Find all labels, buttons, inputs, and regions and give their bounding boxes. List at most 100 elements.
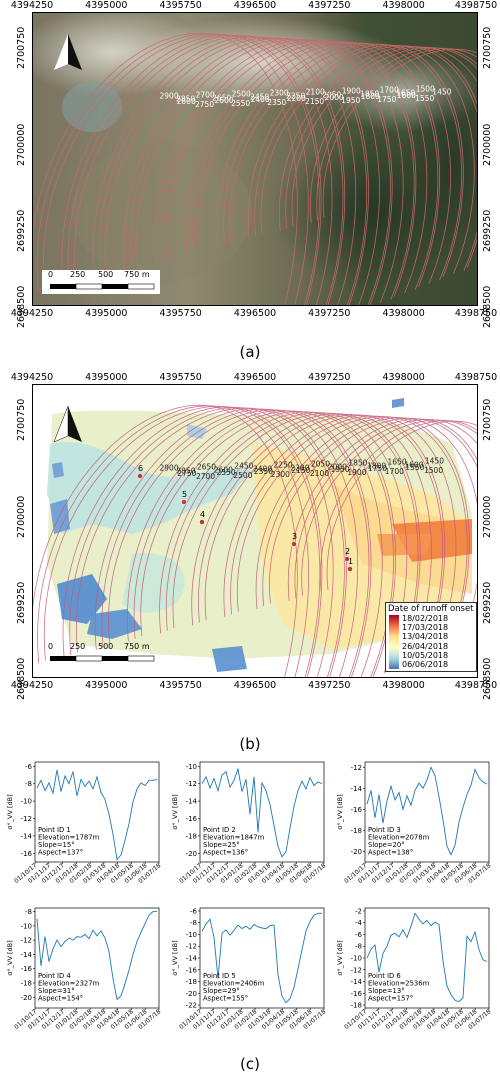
contour-label: 1900 <box>347 468 366 477</box>
legend-entry: 26/04/2018 <box>402 641 449 651</box>
x-tick-label: 4394250 <box>10 308 54 319</box>
y-tick-label: -16 <box>21 850 33 858</box>
contour-label: 2000 <box>325 93 344 102</box>
backscatter-chart: -6 -8 -10 -12 -14 -16 σ°_VV [dB] 01/10/17 01/11/… <box>5 756 165 896</box>
contour-line <box>172 412 419 671</box>
scalebar-label: 500 <box>98 270 114 279</box>
contour-line <box>278 46 478 268</box>
legend-entry: 17/03/2018 <box>402 623 449 633</box>
annotation-text: Slope=29° <box>203 987 240 995</box>
contour-line <box>192 41 428 294</box>
contour-label: 2650 <box>197 463 216 472</box>
contour-line <box>61 34 322 306</box>
y-tick-label: 2700000 <box>16 123 27 167</box>
y-tick-label: 2698500 <box>16 285 27 328</box>
contour-label: 1800 <box>367 461 386 470</box>
annotation-text: Elevation=2327m <box>38 980 100 988</box>
x-tick-label: 4397250 <box>308 0 351 11</box>
contour-line <box>98 36 357 306</box>
plot-frame <box>199 761 325 863</box>
contour-line <box>32 404 298 678</box>
y-tick-label: -16 <box>186 815 198 823</box>
backscatter-chart: -6 -8 -10 -12 -14 -16 -18 -20 -22 σ°_VV [dB] 01/10… <box>170 902 330 1042</box>
y-tick-label: 2700750 <box>482 398 493 442</box>
x-tick-label: 4398000 <box>382 308 425 319</box>
y-tick-label: -20 <box>21 994 32 1002</box>
contour-label: 2850 <box>176 466 195 475</box>
contour-label: 1450 <box>432 88 451 97</box>
annotation-text: Elevation=2078m <box>368 834 430 842</box>
y-tick-label: 2699250 <box>482 581 493 624</box>
contour-label: 1800 <box>361 92 380 101</box>
legend-entry: 18/02/2018 <box>402 614 449 623</box>
sample-point-label: 2 <box>345 547 350 556</box>
y-tick-label: -20 <box>186 850 197 858</box>
annotation-text: Elevation=2406m <box>203 980 265 988</box>
north-arrow <box>54 34 82 70</box>
caption-a: (a) <box>239 343 261 361</box>
backscatter-chart: -2 -4 -6 -8 -10 -12 -14 -16 -18 σ°_VV [dB] 01/10/1… <box>335 902 495 1042</box>
x-tick-label: 4395750 <box>159 372 202 383</box>
contour-label: 2000 <box>328 462 347 471</box>
y-tick-label: -10 <box>186 931 197 939</box>
y-tick-label: -14 <box>186 955 198 963</box>
x-tick-label: 4394250 <box>10 680 54 691</box>
contour-label: 2750 <box>195 100 214 109</box>
scalebar-label: 500 <box>98 642 114 651</box>
y-tick-label: -16 <box>186 966 198 974</box>
series-line <box>36 911 157 1001</box>
contour-line <box>294 419 478 599</box>
contour-label: 2450 <box>234 462 253 471</box>
contour-line <box>32 32 298 306</box>
contour-label: 1450 <box>425 457 444 466</box>
annotation-text: Slope=25° <box>203 841 240 849</box>
contour-label: 2100 <box>310 469 329 478</box>
x-tick-label: 4395000 <box>85 0 128 11</box>
series-line <box>366 912 488 1002</box>
series-line <box>201 912 322 1004</box>
contour-line <box>216 42 440 287</box>
contour-label: 1750 <box>377 95 396 104</box>
y-tick-label: -14 <box>351 978 363 986</box>
y-tick-label: 2700000 <box>482 123 493 167</box>
x-tick-label: 4396500 <box>233 372 277 383</box>
sample-point-marker <box>347 566 353 572</box>
contour-label: 1700 <box>380 86 399 95</box>
contour-label: 2350 <box>267 98 286 107</box>
y-tick-label: -16 <box>351 990 363 998</box>
contour-line <box>229 43 462 281</box>
y-tick-label: -16 <box>21 965 33 973</box>
north-arrow <box>53 405 82 443</box>
y-tick-label: 2700000 <box>16 495 27 539</box>
y-tick-label: -18 <box>351 827 362 835</box>
contour-line <box>43 34 320 306</box>
runoff-map-b: 2900 2850 2750 2700 2650 2600 2550 2500 2450 2400… <box>32 384 478 678</box>
annotation-text: Aspect=157° <box>368 995 413 1003</box>
annotation-text: Aspect=155° <box>203 995 248 1003</box>
contour-label: 2850 <box>176 94 195 103</box>
scalebar-label: 0 <box>48 270 54 279</box>
y-tick-label: -6 <box>190 907 198 915</box>
y-tick-label: 2698500 <box>482 657 493 700</box>
contour-label: 1650 <box>388 458 407 467</box>
contour-label: 2550 <box>231 99 250 108</box>
contour-label: 1750 <box>368 464 387 473</box>
y-tick-label: -18 <box>21 980 32 988</box>
chart-svg: -6-8-10-12-14-16σ°_VV [dB]01/10/1701/11/… <box>6 761 162 885</box>
annotation-text: Aspect=137° <box>38 849 83 857</box>
x-tick-label: 4398000 <box>382 680 425 691</box>
contour-label: 2550 <box>217 468 236 477</box>
contour-label: 2050 <box>311 460 330 469</box>
contour-label: 2200 <box>287 94 306 103</box>
x-tick-label: 4395750 <box>159 680 202 691</box>
contour-label: 2700 <box>196 91 215 100</box>
x-tick-label: 4394250 <box>10 0 54 11</box>
contour-label: 2200 <box>290 463 309 472</box>
y-tick-label: -6 <box>25 763 33 771</box>
series-line <box>201 767 323 858</box>
annotation-text: Slope=15° <box>38 841 75 849</box>
contour-label: 2150 <box>291 466 310 475</box>
y-tick-label: 2700000 <box>482 495 493 539</box>
contour-label: 2450 <box>250 92 269 101</box>
